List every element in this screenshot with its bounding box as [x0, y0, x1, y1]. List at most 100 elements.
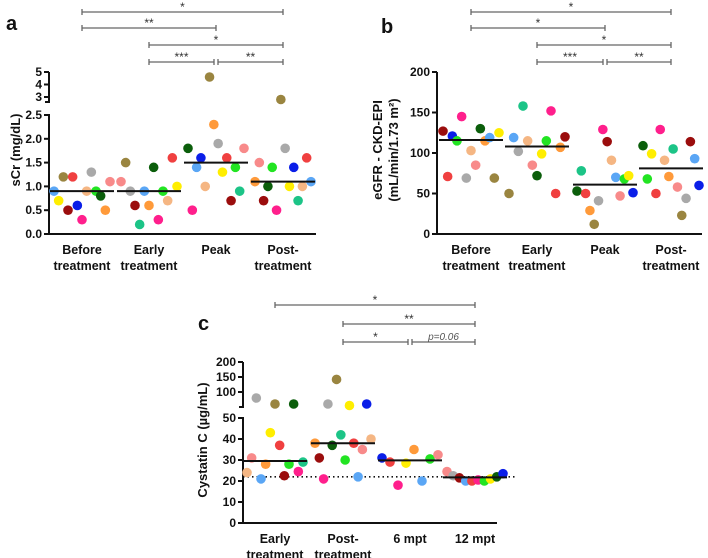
- y-tick-label: 200: [216, 355, 236, 369]
- data-point: [331, 374, 342, 385]
- data-point: [615, 191, 625, 201]
- data-point: [172, 181, 182, 192]
- x-tick-label: Early treatment: [509, 243, 567, 273]
- y-tick-label: 1.0: [25, 179, 42, 193]
- data-point: [628, 187, 638, 198]
- x-tick-label-line: Early: [134, 243, 165, 257]
- data-point: [284, 181, 295, 192]
- x-tick-label-line: Early: [522, 243, 553, 257]
- y-tick-label: 150: [216, 370, 236, 384]
- data-point: [100, 205, 111, 215]
- panel-label: a: [6, 13, 18, 35]
- data-point: [148, 162, 159, 173]
- data-point: [602, 136, 612, 147]
- data-point: [357, 444, 368, 455]
- data-point: [593, 195, 604, 206]
- significance-label: **: [144, 16, 154, 30]
- data-point: [651, 188, 661, 199]
- data-point: [217, 167, 228, 177]
- data-point: [585, 205, 595, 216]
- data-point: [213, 138, 223, 149]
- significance-label: ***: [563, 50, 577, 64]
- data-point: [72, 200, 83, 211]
- x-tick-label-line: Early: [260, 532, 291, 546]
- data-point: [288, 399, 299, 409]
- x-tick-label-line: 6 mpt: [393, 532, 427, 546]
- data-point: [466, 145, 476, 156]
- y-tick-label: 40: [223, 432, 237, 446]
- data-point: [598, 124, 608, 135]
- data-point: [293, 195, 303, 206]
- data-point: [298, 457, 308, 467]
- data-point: [153, 214, 164, 225]
- significance-label: *: [569, 0, 574, 14]
- x-tick-label: Early treatment: [121, 243, 179, 273]
- data-point: [541, 136, 552, 146]
- x-tick-label-line: treatment: [443, 259, 501, 273]
- data-point: [518, 101, 528, 111]
- data-point: [456, 111, 467, 122]
- y-tick-label: 2.5: [25, 108, 42, 122]
- data-point: [242, 467, 252, 478]
- y-axis-title: Cystatin C (µg/mL): [195, 382, 210, 497]
- y-tick-label: 0.0: [25, 227, 42, 241]
- x-tick-label-line: Post-: [327, 532, 358, 546]
- x-tick-label: Post-treatment: [315, 532, 373, 558]
- significance-label: **: [404, 312, 414, 326]
- data-point: [318, 474, 329, 484]
- data-point: [361, 399, 372, 409]
- data-point: [340, 455, 350, 465]
- x-tick-label-line: Before: [451, 243, 491, 257]
- data-point: [589, 219, 600, 230]
- data-point: [293, 466, 304, 477]
- y-tick-label: 10: [223, 495, 237, 509]
- data-point: [532, 170, 542, 181]
- data-point: [489, 173, 500, 183]
- data-point: [470, 160, 481, 170]
- data-point: [668, 144, 678, 154]
- y-tick-label: 0.5: [25, 203, 42, 217]
- data-point: [550, 188, 561, 199]
- data-point: [659, 155, 670, 166]
- data-point: [522, 136, 533, 146]
- data-point: [162, 195, 173, 206]
- data-point: [258, 195, 269, 206]
- data-point: [508, 132, 519, 143]
- y-tick-label: 3: [35, 90, 42, 104]
- y-tick-label: 30: [223, 453, 237, 467]
- data-point: [95, 191, 106, 201]
- significance-label: *: [180, 0, 185, 14]
- data-point: [527, 160, 538, 170]
- data-point: [274, 440, 285, 451]
- data-point: [230, 162, 241, 173]
- data-point: [105, 176, 115, 187]
- data-point: [251, 393, 262, 403]
- y-tick-label: 20: [223, 474, 237, 488]
- x-tick-label: Post-treatment: [255, 243, 313, 273]
- data-point: [297, 181, 308, 192]
- panel-label: b: [381, 16, 393, 38]
- y-tick-label: 4: [35, 78, 42, 92]
- data-point: [204, 72, 215, 82]
- data-point: [221, 153, 232, 163]
- data-point: [513, 146, 524, 157]
- y-tick-label: 2.0: [25, 132, 42, 146]
- data-point: [664, 171, 674, 182]
- x-tick-label-line: treatment: [247, 548, 305, 558]
- data-point: [546, 106, 556, 116]
- data-point: [63, 205, 73, 215]
- data-point: [183, 143, 193, 154]
- y-tick-label: 5: [35, 65, 42, 79]
- data-point: [655, 124, 666, 135]
- data-point: [642, 174, 653, 184]
- data-point: [86, 167, 97, 177]
- x-tick-label: Peak: [201, 243, 230, 257]
- data-point: [254, 157, 265, 168]
- data-point: [676, 210, 687, 221]
- significance-label: *: [373, 293, 378, 307]
- significance-label: *: [214, 33, 219, 47]
- data-point: [638, 140, 648, 151]
- data-point: [314, 453, 325, 463]
- data-point: [433, 449, 443, 460]
